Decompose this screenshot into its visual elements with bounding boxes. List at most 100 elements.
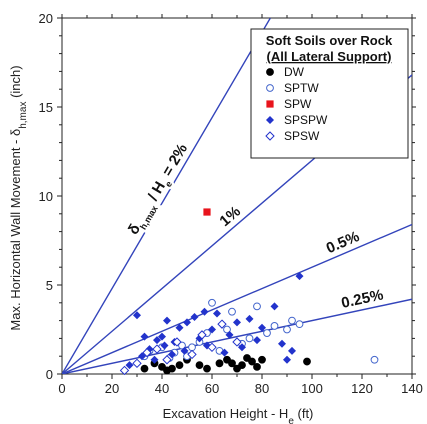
data-point-spspw [213,309,221,318]
y-axis-title-unit: (inch) [8,65,23,101]
data-point-spspw [125,361,134,370]
data-point-dw [203,364,211,373]
data-point-spspw [160,341,169,350]
y-axis-title-main: Max. Horizontal Wall Movement - δ [8,129,23,331]
x-tick-label: 20 [105,381,119,396]
data-point-spsw [187,349,197,360]
x-axis-title-sub: e [288,416,294,424]
x-tick-label: 40 [155,381,169,396]
y-tick-label: 15 [39,100,53,115]
reference-line-label: 1% [216,203,244,230]
x-tick-label: 60 [205,381,219,396]
data-point-spspw [150,355,159,364]
data-point-spspw [168,350,176,359]
legend-label-spw: SPW [284,97,312,111]
x-axis-title-unit: (ft) [294,406,314,421]
x-tick-label: 120 [351,381,373,396]
legend-marker-spw [266,100,274,108]
reference-line-label: 0.25% [340,286,385,312]
y-tick-label: 20 [39,11,53,26]
data-point-dw [248,357,256,366]
data-point-dw [215,359,224,368]
data-point-spspw [208,325,216,334]
data-point-sptw [288,316,296,325]
x-tick-label: 140 [401,381,423,396]
data-point-spsw [217,319,227,329]
data-point-sptw [283,325,291,334]
reference-line-label: 0.5% [324,228,362,257]
data-point-spspw [153,336,161,345]
reference-line [62,298,412,374]
data-point-dw [303,357,311,366]
legend-label-sptw: SPTW [284,81,319,95]
data-point-spspw [258,323,266,332]
data-point-dw [238,361,246,370]
data-point-spspw [180,346,189,355]
data-point-dw [258,355,266,364]
data-point-spsw [162,355,172,365]
data-point-sptw [270,322,279,330]
reference-line-label: δh,max / He = 2% [125,141,194,239]
data-point-spsw [207,342,217,353]
data-point-spspw [288,346,296,355]
reference-line-label-part: e [163,179,174,188]
series-spspw [125,272,304,370]
legend-title-line2: (All Lateral Support) [267,49,392,64]
data-point-dw [228,359,236,368]
legend-label-spsw: SPSW [284,129,320,143]
reference-line [62,223,412,374]
y-axis-title: Max. Horizontal Wall Movement - δh,max (… [8,65,29,330]
legend-marker-spspw [266,116,274,124]
data-point-spspw [270,302,279,311]
legend-title-line1: Soft Soils over Rock [266,33,393,48]
legend-marker-sptw [266,84,274,92]
data-point-spspw [278,339,286,348]
data-point-dw [195,361,204,370]
data-point-spspw [283,355,291,364]
data-point-spspw [158,332,166,341]
data-point-dw [168,364,176,373]
series-dw [140,354,311,375]
data-point-spspw [225,330,234,339]
data-point-dw [140,364,149,373]
data-point-sptw [188,343,196,352]
data-point-sptw [208,298,216,307]
data-point-spspw [163,316,171,325]
data-point-sptw [228,307,236,316]
legend-marker-dw [266,68,274,76]
data-point-sptw [245,334,254,343]
data-point-spspw [140,332,149,341]
data-point-sptw [295,320,304,329]
data-point-spspw [175,323,184,332]
legend-marker-spsw [265,131,275,141]
data-point-dw [253,362,261,371]
legend-entries: DW SPTW SPW SPSPW SPSW [265,65,328,143]
data-point-dw [175,361,184,370]
y-tick-label: 5 [46,278,53,293]
data-point-spsw [172,337,182,347]
data-point-spspw [245,314,254,323]
data-point-spsw [119,365,130,376]
legend-label-dw: DW [284,65,305,79]
y-axis-title-sub: h,max [18,102,29,129]
data-point-spspw [183,318,191,327]
legend: Soft Soils over Rock (All Lateral Suppor… [250,28,409,159]
data-point-spspw [220,348,229,357]
reference-line [62,18,271,374]
x-axis-title: Excavation Height - He (ft) [163,406,314,424]
data-point-spsw [142,347,152,358]
data-point-spspw [253,336,261,345]
x-tick-label: 80 [255,381,269,396]
x-tick-label: 100 [301,381,323,396]
data-point-spsw [197,330,207,340]
x-axis-title-main: Excavation Height - H [163,406,289,421]
data-point-spsw [152,344,162,354]
data-point-spw [203,208,211,216]
y-tick-label: 0 [46,367,53,382]
data-point-spspw [133,311,141,320]
series-spsw [119,319,242,376]
data-point-spspw [238,343,246,352]
data-point-spspw [233,318,241,327]
x-tick-label: 0 [58,381,65,396]
